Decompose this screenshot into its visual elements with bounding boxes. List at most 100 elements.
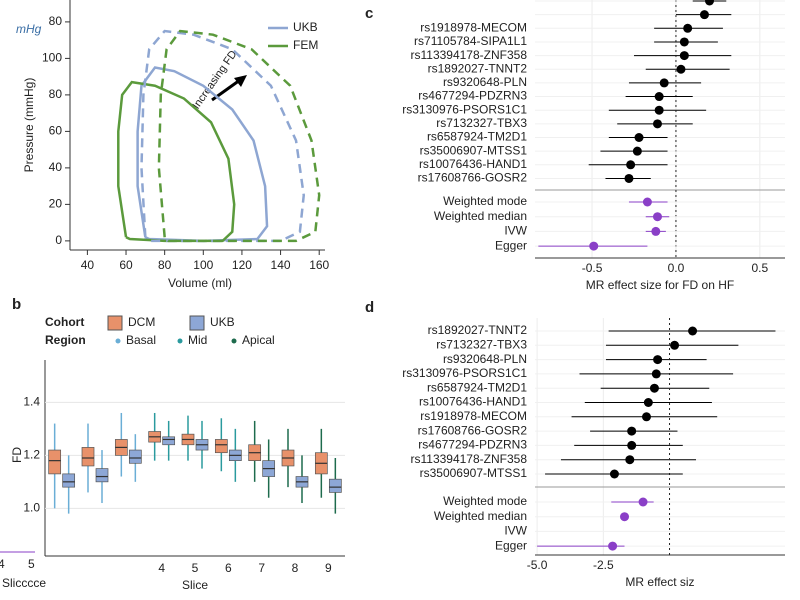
estimate-point: [652, 119, 662, 129]
y-tick-label: 80: [49, 14, 63, 28]
row-label: rs9320648-PLN: [443, 75, 527, 89]
x-axis-label: Slice: [182, 578, 208, 592]
row-label: rs71105784-SIPA1L1: [414, 34, 527, 48]
y-tick-label: 60: [49, 124, 63, 138]
estimate-point: [651, 226, 661, 236]
estimate-point: [638, 497, 648, 507]
legend-title: Region: [45, 333, 86, 347]
estimate-point: [649, 383, 659, 393]
x-tick-label: 5: [192, 561, 199, 575]
arrow-head: [234, 75, 247, 87]
x-axis-label: MR effect size for FD on HF: [586, 278, 734, 292]
x-axis-label: Volume (ml): [168, 276, 232, 290]
row-label: rs10076436-HAND1: [419, 395, 527, 409]
box: [214, 439, 228, 454]
row-label: Egger: [495, 538, 527, 552]
x-tick-label: 140: [271, 258, 291, 272]
y-tick-label: 40: [49, 160, 63, 174]
estimate-point: [643, 398, 653, 407]
row-label: rs9320648-PLN: [443, 352, 527, 366]
legend-dot: [115, 338, 121, 344]
row-label: rs35006907-MTSS1: [420, 466, 528, 480]
row-label: Weighted median: [434, 209, 527, 223]
x-tick-label: 160: [309, 258, 329, 272]
x-tick-label: 7: [258, 561, 265, 575]
x-tick-label: 0.5: [751, 261, 768, 275]
row-label: rs1892027-TNNT2: [428, 323, 528, 337]
y-tick-label: 0: [55, 233, 62, 247]
estimate-point: [676, 64, 686, 74]
row-label: rs113394178-ZNF358: [410, 452, 527, 466]
x-tick-label: -2.5: [593, 558, 614, 572]
annotation: Increasing FD: [190, 48, 239, 111]
x-tick-label: -5.0: [527, 558, 548, 572]
fragment-text: 5: [28, 557, 35, 571]
fragment-text: Slicccce: [2, 576, 46, 590]
x-tick-label: 120: [232, 258, 252, 272]
x-tick-label: 4: [158, 561, 165, 575]
legend-label: Apical: [242, 333, 275, 347]
row-label: rs3130976-PSORS1C1: [402, 366, 527, 380]
panel-letter: c: [365, 5, 373, 22]
loop-line: [117, 80, 236, 243]
row-label: Weighted median: [434, 509, 527, 523]
row-label: rs1918978-MECOM: [420, 20, 527, 34]
legend-title: Cohort: [45, 315, 84, 329]
row-label: rs17608766-GOSR2: [418, 171, 528, 185]
box: [62, 473, 76, 488]
row-label: IVW: [504, 224, 527, 238]
x-tick-label: 100: [193, 258, 213, 272]
estimate-point: [654, 105, 664, 115]
row-label: rs7132327-TBX3: [436, 116, 527, 130]
estimate-point: [642, 197, 652, 207]
row-label: rs6587924-TM2D1: [427, 380, 527, 394]
box: [128, 449, 142, 464]
y-axis-label: FD: [10, 447, 24, 463]
estimate-point: [699, 10, 709, 20]
estimate-point: [679, 37, 689, 47]
legend-label: UKB: [210, 315, 235, 329]
estimate-point: [659, 78, 669, 88]
row-label: rs1918978-MECOM: [420, 409, 527, 423]
row-label: rs4677294-PDZRN3: [418, 89, 527, 103]
estimate-point: [608, 541, 618, 551]
x-tick-label: 80: [158, 258, 172, 272]
x-tick-label: 9: [325, 561, 332, 575]
estimate-point: [654, 92, 664, 102]
box: [81, 447, 95, 467]
estimate-point: [670, 340, 680, 350]
y-tick-label: 1.4: [23, 395, 40, 409]
legend-label: Mid: [188, 333, 207, 347]
x-tick-label: 60: [119, 258, 133, 272]
y-tick-label: 100: [42, 51, 62, 65]
y-tick-label: 1.2: [23, 448, 40, 462]
estimate-point: [683, 23, 693, 33]
legend-swatch: [107, 315, 123, 331]
estimate-point: [627, 440, 637, 450]
loop-line: [157, 29, 321, 243]
fragment-text: 4: [0, 557, 5, 571]
y-tick-label: 1.0: [23, 500, 40, 514]
estimate-point: [679, 51, 689, 61]
row-label: Weighted mode: [443, 494, 527, 508]
row-label: IVW: [504, 524, 527, 538]
x-tick-label: 0.0: [668, 261, 685, 275]
row-label: rs35006907-MTSS1: [420, 143, 528, 157]
panel-letter: b: [12, 296, 21, 313]
x-tick-label: 6: [225, 561, 232, 575]
estimate-point: [641, 412, 651, 422]
estimate-point: [626, 160, 636, 170]
y-tick-label: 20: [49, 197, 63, 211]
estimate-point: [589, 241, 599, 251]
y-axis-label: Pressure (mmHg): [22, 78, 36, 173]
x-tick-label: 8: [292, 561, 299, 575]
legend-dot: [177, 338, 183, 344]
legend-dot: [231, 338, 237, 344]
row-label: Weighted mode: [443, 194, 527, 208]
panel-letter: d: [365, 299, 374, 316]
legend-label: DCM: [128, 315, 155, 329]
legend-label: Basal: [126, 333, 156, 347]
legend-swatch: [189, 315, 205, 331]
estimate-point: [652, 212, 662, 222]
